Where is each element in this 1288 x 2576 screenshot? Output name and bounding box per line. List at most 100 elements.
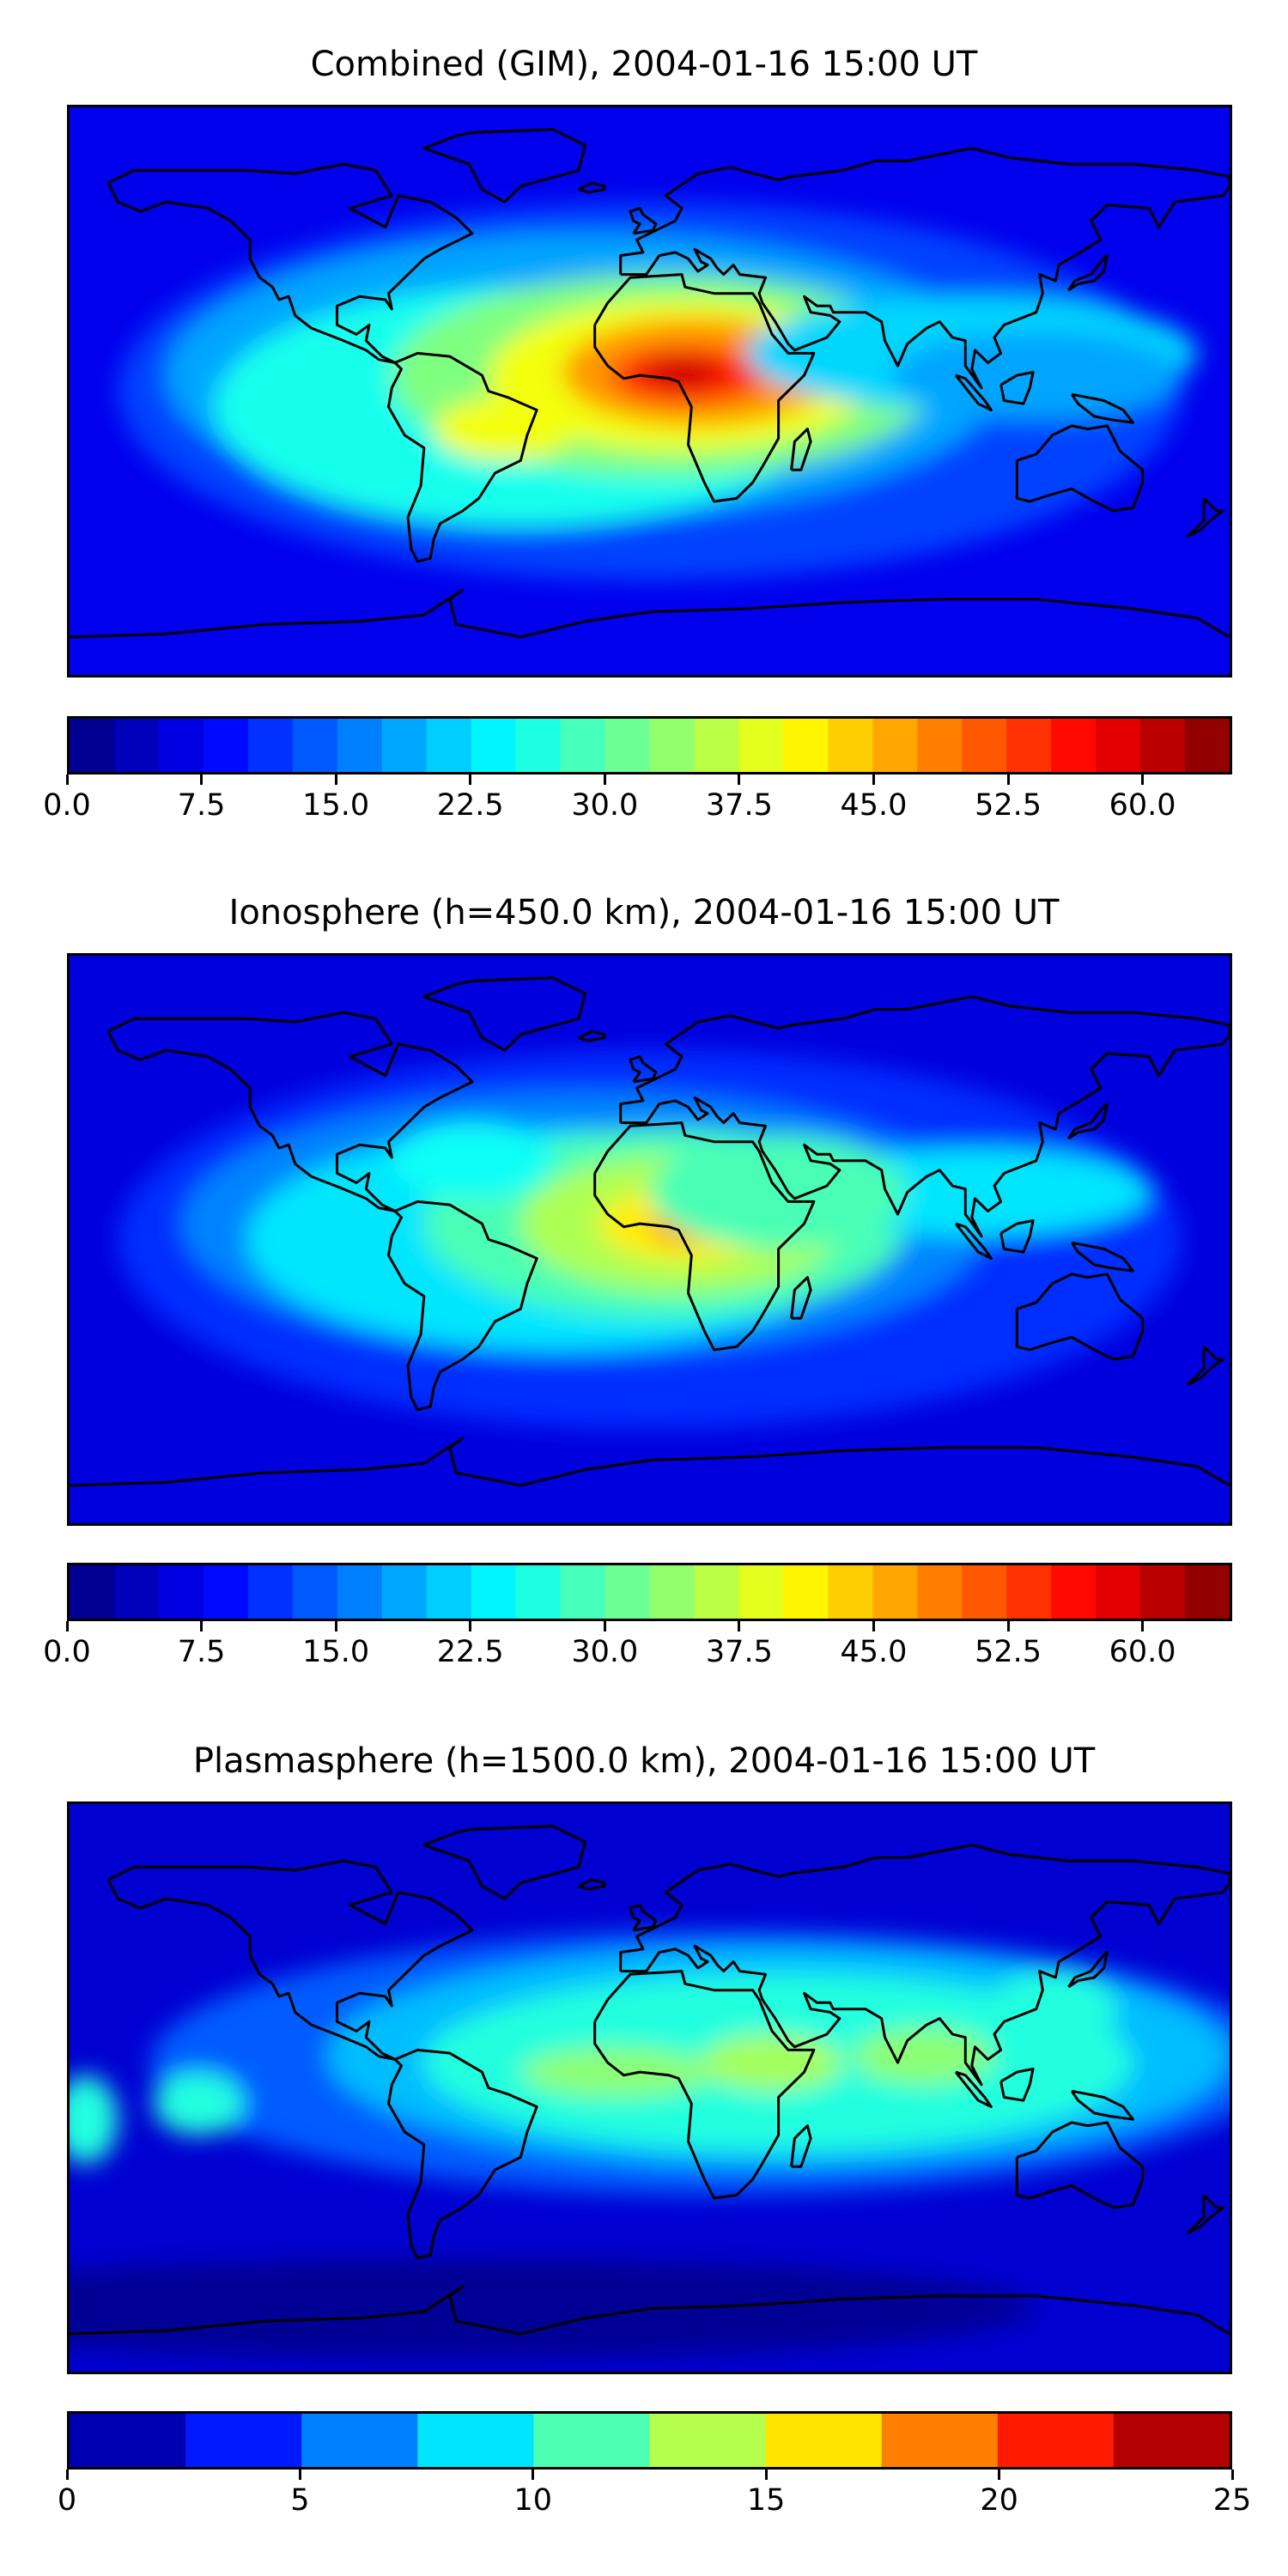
colorbar-segment bbox=[158, 719, 204, 772]
coastline bbox=[1186, 1346, 1224, 1386]
colorbar-tick-label: 22.5 bbox=[436, 1635, 504, 1669]
plasmasphere-colorbar bbox=[67, 2411, 1232, 2470]
coastline bbox=[1070, 392, 1134, 424]
coastline bbox=[619, 147, 1230, 390]
tec-contour bbox=[434, 397, 576, 461]
colorbar-segment bbox=[113, 1565, 160, 1619]
coastline bbox=[578, 1030, 606, 1042]
colorbar-tick bbox=[532, 2470, 535, 2480]
colorbar-segment bbox=[560, 1565, 606, 1619]
colorbar-segment bbox=[783, 719, 829, 772]
colorbar-segment bbox=[1140, 1565, 1186, 1619]
ionosphere-title: Ionosphere (h=450.0 km), 2004-01-16 15:0… bbox=[228, 893, 1060, 933]
coastline bbox=[70, 2285, 1230, 2336]
plasmasphere-map bbox=[67, 1801, 1232, 2374]
colorbar-tick bbox=[998, 2470, 1001, 2480]
coastline bbox=[1015, 1273, 1145, 1361]
colorbar-segment bbox=[113, 719, 160, 772]
tec-contour bbox=[987, 1971, 1117, 2047]
colorbar-tick bbox=[200, 1621, 204, 1631]
coastline bbox=[422, 976, 586, 1052]
coastline bbox=[629, 207, 658, 235]
colorbar-tick bbox=[65, 2470, 69, 2480]
tec-contour bbox=[392, 1122, 553, 1199]
tec-contour bbox=[70, 2257, 1036, 2360]
colorbar-segment bbox=[417, 2414, 534, 2467]
colorbar-segment bbox=[828, 719, 873, 772]
colorbar-segment bbox=[1113, 2414, 1230, 2467]
ionosphere-colorbar bbox=[67, 1563, 1232, 1621]
coastline bbox=[387, 2048, 538, 2260]
colorbar-tick-label: 15.0 bbox=[302, 788, 370, 823]
tec-contour bbox=[701, 2034, 843, 2092]
colorbar-segment bbox=[560, 719, 606, 772]
colorbar-segment bbox=[471, 1565, 517, 1619]
colorbar-tick bbox=[738, 775, 741, 785]
colorbar-tick bbox=[334, 775, 337, 785]
colorbar-segment bbox=[649, 1565, 696, 1619]
coastline bbox=[1070, 2089, 1134, 2121]
colorbar-tick-label: 37.5 bbox=[705, 1635, 773, 1669]
colorbar-segment bbox=[301, 2414, 418, 2467]
coastline bbox=[578, 181, 606, 194]
colorbar-segment bbox=[1006, 719, 1052, 772]
colorbar-segment bbox=[533, 2414, 651, 2467]
colorbar-tick-label: 60.0 bbox=[1109, 788, 1176, 823]
colorbar-tick bbox=[469, 775, 472, 785]
coastline bbox=[619, 995, 1230, 1238]
coastline bbox=[70, 1437, 1230, 1487]
colorbar-segment bbox=[381, 1565, 428, 1619]
colorbar-segment bbox=[426, 1565, 472, 1619]
combined-colorbar bbox=[67, 716, 1232, 775]
coastline bbox=[1015, 424, 1145, 513]
colorbar-segment bbox=[1096, 719, 1141, 772]
colorbar-segment bbox=[292, 719, 338, 772]
colorbar-tick-label: 15.0 bbox=[302, 1635, 370, 1669]
coastline bbox=[619, 1844, 1230, 2087]
colorbar-tick-label: 7.5 bbox=[177, 788, 226, 823]
colorbar-tick-label: 5 bbox=[290, 2483, 310, 2518]
colorbar-segment bbox=[1185, 1565, 1230, 1619]
tec-contour bbox=[642, 356, 721, 388]
coastline bbox=[106, 162, 474, 364]
colorbar-tick-label: 25 bbox=[1212, 2483, 1252, 2518]
coastline bbox=[578, 1878, 606, 1891]
combined-map bbox=[67, 105, 1232, 677]
plasmasphere-colorbar-ticks: 0 5 10 15 20 25 bbox=[58, 2470, 1251, 2521]
colorbar-segment bbox=[515, 1565, 562, 1619]
coastline bbox=[1070, 1241, 1134, 1273]
coastline bbox=[954, 2070, 993, 2108]
colorbar-tick bbox=[1141, 775, 1145, 785]
colorbar-segment bbox=[738, 719, 784, 772]
coastline bbox=[1186, 2194, 1224, 2234]
colorbar-segment bbox=[694, 719, 740, 772]
colorbar-tick-label: 60.0 bbox=[1109, 1635, 1176, 1669]
colorbar-tick-label: 37.5 bbox=[705, 788, 773, 823]
colorbar-segment bbox=[515, 719, 562, 772]
colorbar-segment bbox=[783, 1565, 829, 1619]
colorbar-segment bbox=[738, 1565, 784, 1619]
colorbar-segment bbox=[337, 719, 383, 772]
combined-colorbar-ticks: 0.0 7.5 15.0 22.5 30.0 37.5 45.0 52.5 60.0 bbox=[43, 775, 1232, 826]
colorbar-segment bbox=[828, 1565, 873, 1619]
coastline bbox=[593, 1121, 816, 1352]
tec-contour bbox=[70, 2075, 118, 2164]
colorbar-segment bbox=[997, 2414, 1115, 2467]
colorbar-tick-label: 52.5 bbox=[975, 788, 1042, 823]
colorbar-segment bbox=[70, 719, 115, 772]
coastline bbox=[422, 1825, 586, 1900]
coastline bbox=[999, 2068, 1035, 2102]
colorbar-segment bbox=[1185, 719, 1230, 772]
colorbar-segment bbox=[962, 1565, 1007, 1619]
colorbar-tick bbox=[1230, 2470, 1234, 2480]
colorbar-tick-label: 0.0 bbox=[43, 788, 91, 823]
colorbar-segment bbox=[765, 2414, 883, 2467]
colorbar-segment bbox=[203, 719, 249, 772]
colorbar-segment bbox=[694, 1565, 740, 1619]
colorbar-segment bbox=[70, 1565, 115, 1619]
colorbar-segment bbox=[158, 1565, 204, 1619]
colorbar-segment bbox=[605, 1565, 651, 1619]
coastline bbox=[629, 1055, 658, 1084]
colorbar-tick bbox=[1006, 1621, 1010, 1631]
colorbar-tick-label: 30.0 bbox=[571, 788, 639, 823]
